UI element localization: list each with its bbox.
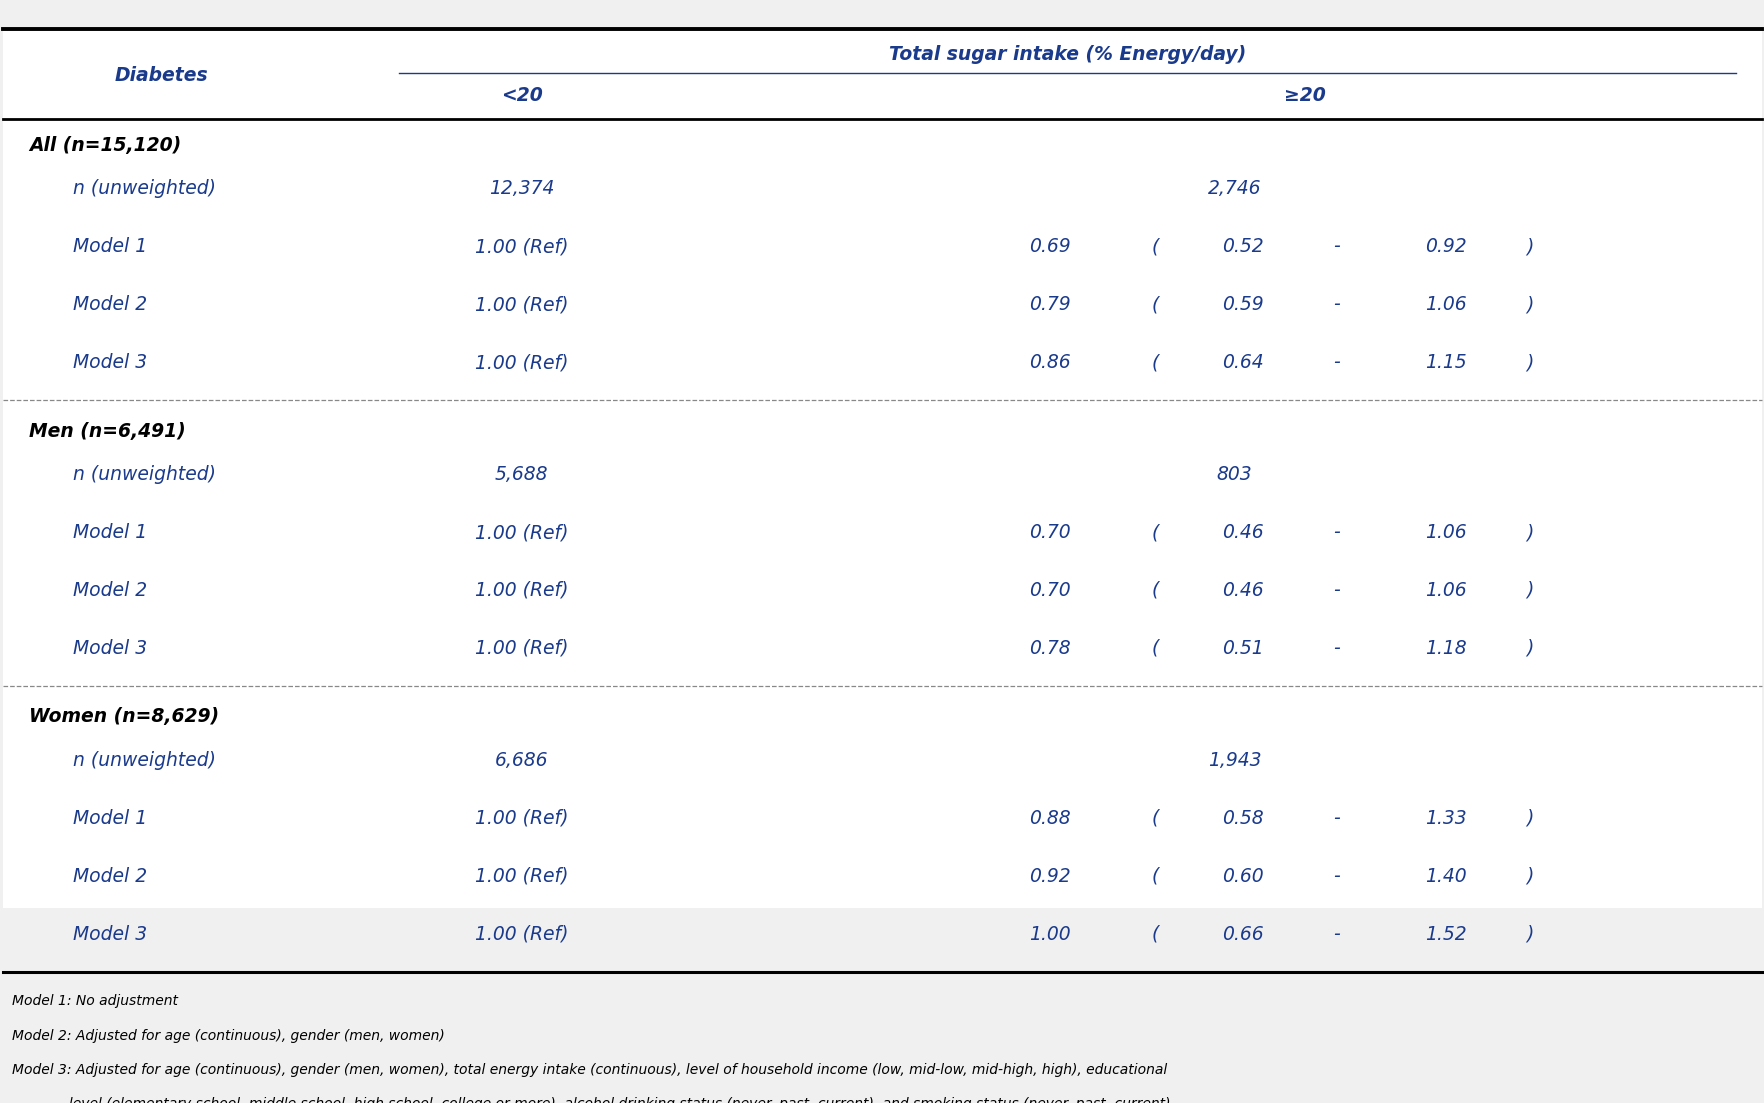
- Text: 0.92: 0.92: [1028, 867, 1069, 886]
- Text: 0.52: 0.52: [1222, 237, 1263, 256]
- Text: Model 1: Model 1: [72, 237, 146, 256]
- Text: Model 1: Model 1: [72, 523, 146, 542]
- Text: Model 3: Model 3: [72, 924, 146, 943]
- FancyBboxPatch shape: [4, 29, 1760, 908]
- Text: ): ): [1526, 808, 1533, 827]
- Text: Model 2: Model 2: [72, 867, 146, 886]
- Text: 1.33: 1.33: [1424, 808, 1466, 827]
- Text: -: -: [1332, 581, 1339, 600]
- Text: Women (n=8,629): Women (n=8,629): [30, 707, 219, 726]
- Text: Men (n=6,491): Men (n=6,491): [30, 421, 185, 441]
- Text: 2,746: 2,746: [1207, 180, 1261, 199]
- Text: <20: <20: [501, 86, 542, 106]
- Text: ): ): [1526, 639, 1533, 657]
- Text: -: -: [1332, 523, 1339, 542]
- Text: Model 2: Model 2: [72, 296, 146, 314]
- Text: ): ): [1526, 353, 1533, 373]
- Text: -: -: [1332, 296, 1339, 314]
- Text: 0.46: 0.46: [1222, 523, 1263, 542]
- Text: Model 3: Model 3: [72, 639, 146, 657]
- Text: 0.66: 0.66: [1222, 924, 1263, 943]
- Text: 1.40: 1.40: [1424, 867, 1466, 886]
- Text: 0.78: 0.78: [1028, 639, 1069, 657]
- Text: 0.51: 0.51: [1222, 639, 1263, 657]
- Text: Model 2: Model 2: [72, 581, 146, 600]
- Text: -: -: [1332, 924, 1339, 943]
- Text: ≥20: ≥20: [1282, 86, 1325, 106]
- Text: 0.58: 0.58: [1222, 808, 1263, 827]
- Text: 1.00 (Ref): 1.00 (Ref): [475, 581, 568, 600]
- Text: -: -: [1332, 867, 1339, 886]
- Text: Model 3: Model 3: [72, 353, 146, 373]
- Text: Diabetes: Diabetes: [115, 66, 208, 85]
- Text: 1.00 (Ref): 1.00 (Ref): [475, 353, 568, 373]
- Text: -: -: [1332, 237, 1339, 256]
- Text: level (elementary school, middle school, high school, college or more), alcohol : level (elementary school, middle school,…: [12, 1096, 1170, 1103]
- Text: (: (: [1150, 523, 1159, 542]
- Text: (: (: [1150, 808, 1159, 827]
- Text: (: (: [1150, 353, 1159, 373]
- Text: 0.60: 0.60: [1222, 867, 1263, 886]
- Text: 1.00 (Ref): 1.00 (Ref): [475, 639, 568, 657]
- Text: 1.00 (Ref): 1.00 (Ref): [475, 808, 568, 827]
- Text: 12,374: 12,374: [489, 180, 554, 199]
- Text: 6,686: 6,686: [494, 751, 549, 770]
- Text: 0.92: 0.92: [1424, 237, 1466, 256]
- Text: 1.52: 1.52: [1424, 924, 1466, 943]
- Text: 1.00 (Ref): 1.00 (Ref): [475, 523, 568, 542]
- Text: 803: 803: [1215, 465, 1251, 484]
- Text: 1.00: 1.00: [1028, 924, 1069, 943]
- Text: (: (: [1150, 924, 1159, 943]
- Text: ): ): [1526, 581, 1533, 600]
- Text: 1,943: 1,943: [1207, 751, 1261, 770]
- Text: ): ): [1526, 867, 1533, 886]
- Text: 1.00 (Ref): 1.00 (Ref): [475, 237, 568, 256]
- Text: 0.69: 0.69: [1028, 237, 1069, 256]
- Text: 0.59: 0.59: [1222, 296, 1263, 314]
- Text: 0.70: 0.70: [1028, 581, 1069, 600]
- Text: 1.06: 1.06: [1424, 581, 1466, 600]
- Text: Model 1: Model 1: [72, 808, 146, 827]
- Text: Model 3: Adjusted for age (continuous), gender (men, women), total energy intake: Model 3: Adjusted for age (continuous), …: [12, 1063, 1166, 1077]
- Text: 1.06: 1.06: [1424, 523, 1466, 542]
- Text: 5,688: 5,688: [494, 465, 549, 484]
- Text: 0.88: 0.88: [1028, 808, 1069, 827]
- Text: 1.00 (Ref): 1.00 (Ref): [475, 296, 568, 314]
- Text: 0.64: 0.64: [1222, 353, 1263, 373]
- Text: ): ): [1526, 237, 1533, 256]
- Text: -: -: [1332, 808, 1339, 827]
- Text: (: (: [1150, 581, 1159, 600]
- Text: (: (: [1150, 237, 1159, 256]
- Text: n (unweighted): n (unweighted): [72, 751, 215, 770]
- Text: Model 1: No adjustment: Model 1: No adjustment: [12, 995, 178, 1008]
- Text: 1.18: 1.18: [1424, 639, 1466, 657]
- Text: ): ): [1526, 924, 1533, 943]
- Text: 0.46: 0.46: [1222, 581, 1263, 600]
- Text: ): ): [1526, 523, 1533, 542]
- Text: 1.15: 1.15: [1424, 353, 1466, 373]
- Text: -: -: [1332, 639, 1339, 657]
- Text: ): ): [1526, 296, 1533, 314]
- Text: 0.70: 0.70: [1028, 523, 1069, 542]
- Text: -: -: [1332, 353, 1339, 373]
- Text: 1.06: 1.06: [1424, 296, 1466, 314]
- Text: All (n=15,120): All (n=15,120): [30, 136, 182, 156]
- Text: n (unweighted): n (unweighted): [72, 465, 215, 484]
- Text: 0.86: 0.86: [1028, 353, 1069, 373]
- Text: (: (: [1150, 639, 1159, 657]
- Text: (: (: [1150, 296, 1159, 314]
- Text: (: (: [1150, 867, 1159, 886]
- Text: Total sugar intake (% Energy/day): Total sugar intake (% Energy/day): [887, 45, 1245, 64]
- Text: n (unweighted): n (unweighted): [72, 180, 215, 199]
- Text: 0.79: 0.79: [1028, 296, 1069, 314]
- Text: 1.00 (Ref): 1.00 (Ref): [475, 924, 568, 943]
- Text: Model 2: Adjusted for age (continuous), gender (men, women): Model 2: Adjusted for age (continuous), …: [12, 1029, 445, 1042]
- Text: 1.00 (Ref): 1.00 (Ref): [475, 867, 568, 886]
